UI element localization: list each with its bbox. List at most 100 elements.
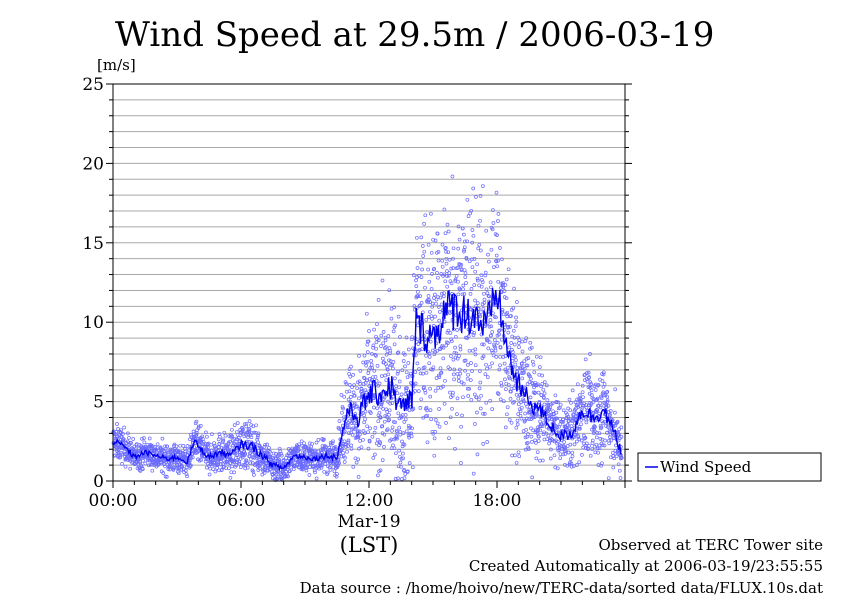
- data-point: [566, 423, 570, 427]
- data-point: [331, 439, 335, 444]
- data-point: [503, 354, 508, 358]
- data-point: [433, 238, 438, 243]
- data-point: [367, 377, 372, 381]
- data-point: [163, 444, 167, 449]
- y-tick-label: 25: [82, 75, 104, 95]
- data-point: [385, 410, 390, 414]
- data-point: [483, 372, 488, 377]
- data-point: [575, 382, 580, 387]
- data-point: [372, 430, 377, 435]
- data-point: [619, 456, 624, 460]
- data-point: [296, 444, 301, 449]
- data-point: [468, 378, 473, 382]
- data-point: [348, 395, 353, 399]
- data-point: [512, 342, 517, 347]
- data-point: [415, 323, 420, 328]
- data-point: [576, 434, 581, 438]
- data-point: [396, 350, 401, 355]
- data-point: [380, 278, 385, 283]
- data-point: [496, 212, 501, 216]
- data-point: [528, 395, 533, 400]
- data-point: [176, 471, 181, 476]
- data-point: [613, 410, 617, 415]
- data-point: [441, 345, 446, 350]
- data-point: [428, 309, 432, 314]
- data-point: [504, 387, 508, 391]
- data-point: [412, 304, 417, 308]
- data-point: [458, 367, 462, 372]
- data-point: [497, 332, 501, 337]
- data-point: [241, 427, 245, 432]
- data-point: [448, 390, 452, 395]
- data-point: [339, 393, 344, 397]
- data-point: [115, 422, 119, 426]
- data-point: [488, 318, 493, 322]
- data-point: [489, 285, 493, 290]
- data-point: [441, 294, 446, 299]
- y-axis-unit-label: [m/s]: [97, 56, 136, 74]
- data-point: [462, 292, 467, 296]
- data-point: [514, 392, 519, 397]
- data-point: [415, 266, 420, 270]
- data-point: [185, 444, 190, 448]
- data-point: [417, 348, 422, 352]
- data-point: [313, 449, 318, 454]
- data-point: [297, 442, 301, 447]
- data-point: [420, 267, 424, 272]
- data-point: [471, 186, 476, 191]
- data-point: [461, 395, 465, 400]
- data-point: [464, 256, 469, 261]
- data-point: [418, 406, 423, 410]
- data-point: [516, 450, 521, 455]
- x-axis: 00:00 06:00 12:00 18:00: [89, 481, 626, 511]
- data-point: [606, 423, 611, 428]
- data-point: [245, 465, 250, 470]
- data-point: [288, 469, 292, 473]
- data-point: [366, 446, 371, 451]
- data-point: [367, 439, 372, 444]
- data-point: [587, 443, 592, 448]
- data-point: [221, 437, 225, 442]
- data-point: [430, 316, 434, 321]
- data-point: [362, 420, 367, 425]
- data-point: [282, 475, 287, 479]
- data-point: [473, 363, 478, 368]
- data-point: [250, 431, 254, 435]
- data-point: [384, 352, 389, 357]
- data-point: [601, 370, 606, 375]
- data-point: [129, 441, 133, 445]
- data-point: [419, 235, 424, 240]
- data-point: [457, 354, 461, 358]
- data-point: [197, 438, 202, 443]
- data-point: [340, 446, 345, 451]
- data-point: [574, 430, 579, 435]
- data-point: [454, 274, 459, 278]
- data-point: [462, 247, 466, 252]
- data-point: [363, 360, 368, 365]
- data-point: [357, 379, 362, 384]
- data-point: [414, 278, 418, 283]
- data-point: [494, 253, 499, 258]
- data-point: [196, 426, 201, 430]
- data-point: [462, 245, 467, 250]
- data-point: [445, 284, 450, 289]
- data-point: [396, 369, 401, 374]
- data-point: [469, 287, 474, 291]
- data-point: [358, 432, 362, 437]
- data-point: [452, 367, 457, 372]
- data-point: [439, 370, 444, 375]
- data-point: [463, 239, 467, 244]
- data-point: [432, 266, 437, 271]
- data-point: [496, 279, 501, 284]
- data-point: [433, 418, 438, 422]
- data-point: [126, 431, 130, 436]
- data-point: [365, 359, 370, 364]
- data-point: [430, 367, 435, 372]
- data-point: [532, 415, 537, 420]
- data-point: [391, 394, 396, 399]
- data-point: [512, 286, 516, 291]
- data-point: [443, 246, 448, 251]
- data-point: [486, 252, 490, 257]
- data-point: [425, 440, 430, 445]
- data-point: [217, 442, 222, 447]
